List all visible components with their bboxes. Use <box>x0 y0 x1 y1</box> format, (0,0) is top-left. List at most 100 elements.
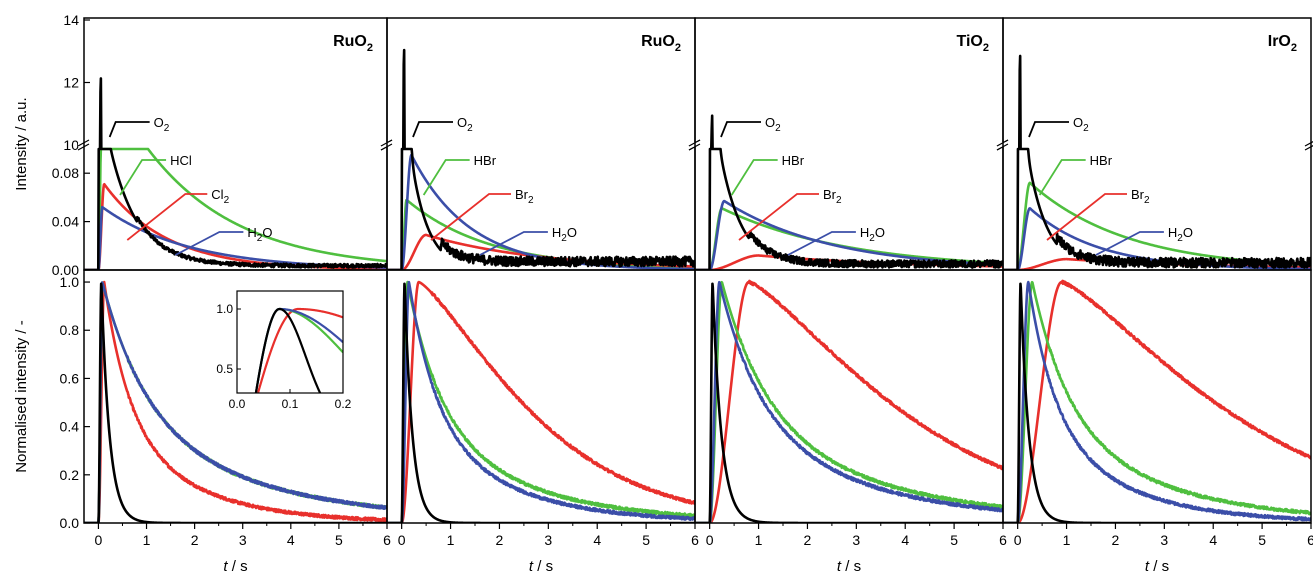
leader-O2 <box>412 121 453 138</box>
label-HX: HBr <box>1090 153 1113 168</box>
y-axis-label-bottom: Normalised intensity / - <box>13 320 30 473</box>
panel-3: TiO2 HBr 0 1 2 3 4 5 6 t / s <box>688 17 1009 575</box>
y-tick-label-top: 12 <box>63 75 79 91</box>
y-tick-label-top: 0.08 <box>52 165 79 181</box>
y-tick-label-bottom: 0.6 <box>60 370 80 386</box>
label-H2O: H2O <box>552 225 577 244</box>
y-tick-label-bottom: 0.8 <box>60 322 80 338</box>
line-top-H2O <box>387 153 695 270</box>
x-tick-label: 4 <box>593 532 601 548</box>
line-bottom-O2 <box>1003 282 1311 523</box>
top-curves <box>387 48 695 270</box>
x-tick-label: 3 <box>852 532 860 548</box>
top-curves <box>1003 54 1311 270</box>
bottom-panel-frame <box>1002 269 1312 524</box>
x-tick-label: 1 <box>447 532 455 548</box>
label-O2: O2 <box>765 115 781 134</box>
inset-x-tick-label: 0.0 <box>229 397 246 411</box>
x-axis-label: t / s <box>529 558 553 575</box>
x-tick-label: 1 <box>143 532 151 548</box>
line-top-HX <box>84 147 387 270</box>
line-bottom-X2 <box>387 280 695 523</box>
x-tick-label: 3 <box>239 532 247 548</box>
y-tick-label-bottom: 0.4 <box>60 419 80 435</box>
x-axis-label: t / s <box>1145 558 1169 575</box>
leader-X2 <box>738 193 819 241</box>
inset-line-H2O <box>254 307 343 393</box>
line-bottom-H2O <box>387 280 695 523</box>
inset-x-tick-label: 0.1 <box>282 397 299 411</box>
inset-line-O2 <box>254 307 322 393</box>
x-axis-label: t / s <box>223 558 247 575</box>
leader-X2 <box>1046 193 1127 241</box>
x-tick-label: 0 <box>95 532 103 548</box>
y-tick-label-bottom: 0.0 <box>60 515 80 531</box>
line-bottom-O2 <box>84 282 387 523</box>
bottom-panel-frame <box>386 269 696 524</box>
label-X2: Br2 <box>1131 187 1150 206</box>
panel-2: RuO2 HBr 0 1 2 3 4 5 6 t / s <box>380 17 701 575</box>
label-O2: O2 <box>1073 115 1089 134</box>
line-bottom-X2 <box>695 279 1003 523</box>
x-tick-label: 3 <box>1160 532 1168 548</box>
x-tick-label: 6 <box>383 532 391 548</box>
bottom-curves <box>695 279 1003 523</box>
label-X2: Cl2 <box>211 187 229 206</box>
leader-O2 <box>108 121 150 138</box>
x-tick-label: 6 <box>1307 532 1313 548</box>
label-X2: Br2 <box>515 187 534 206</box>
inset: 0.0 0.1 0.2 0.5 1.0 <box>216 290 352 411</box>
panel-title: IrO2 <box>1268 33 1297 54</box>
label-O2: O2 <box>457 115 473 134</box>
x-tick-label: 6 <box>691 532 699 548</box>
bottom-curves <box>84 280 387 523</box>
label-H2O: H2O <box>860 225 885 244</box>
bottom-curves <box>1003 279 1311 523</box>
line-top-O2 <box>1003 54 1311 270</box>
panel-4: IrO2 HBr 0 1 2 3 4 5 6 t / s <box>996 17 1313 575</box>
x-tick-label: 5 <box>950 532 958 548</box>
inset-line-X2 <box>256 307 343 393</box>
y-tick-label-top: 0.00 <box>52 262 79 278</box>
x-tick-label: 2 <box>1112 532 1120 548</box>
inset-x-tick-label: 0.2 <box>335 397 352 411</box>
y-tick-label-top: 10 <box>63 137 79 153</box>
label-HX: HBr <box>474 153 497 168</box>
chart-root: Intensity / a.u. Normalised intensity / -… <box>13 12 1313 575</box>
line-bottom-O2 <box>695 282 1003 523</box>
x-tick-label: 1 <box>755 532 763 548</box>
panel-1: RuO2 HCl 0 1 2 3 4 5 6 t / s 0.0 0.1 0.2 0.5 1.0 <box>77 17 393 575</box>
label-HX: HCl <box>170 153 192 168</box>
leader-H2O <box>479 231 548 256</box>
x-tick-label: 0 <box>1014 532 1022 548</box>
label-X2: Br2 <box>823 187 842 206</box>
top-curves <box>695 114 1003 270</box>
x-tick-label: 4 <box>901 532 909 548</box>
x-axis-label: t / s <box>837 558 861 575</box>
inset-bg <box>237 291 343 393</box>
y-tick-label-bottom: 1.0 <box>60 274 80 290</box>
line-bottom-O2 <box>387 282 695 523</box>
leader-O2 <box>1028 121 1069 138</box>
line-bottom-HX <box>1003 280 1311 523</box>
leader-X2 <box>430 193 511 241</box>
panel-title: TiO2 <box>957 33 990 54</box>
top-curves <box>84 77 387 270</box>
line-bottom-H2O <box>84 281 387 523</box>
leader-HX <box>730 159 778 196</box>
x-tick-label: 2 <box>496 532 504 548</box>
x-tick-label: 4 <box>287 532 295 548</box>
label-O2: O2 <box>154 115 170 134</box>
line-bottom-HX <box>387 280 695 523</box>
panel-title: RuO2 <box>333 33 373 54</box>
x-tick-label: 4 <box>1209 532 1217 548</box>
x-tick-label: 0 <box>706 532 714 548</box>
y-tick-label-top: 14 <box>63 12 79 28</box>
leader-HX <box>119 159 167 196</box>
y-axis-label-top: Intensity / a.u. <box>13 97 30 190</box>
line-bottom-H2O <box>695 280 1003 523</box>
x-tick-label: 1 <box>1063 532 1071 548</box>
line-bottom-HX <box>695 280 1003 523</box>
y-tick-label-bottom: 0.2 <box>60 467 80 483</box>
